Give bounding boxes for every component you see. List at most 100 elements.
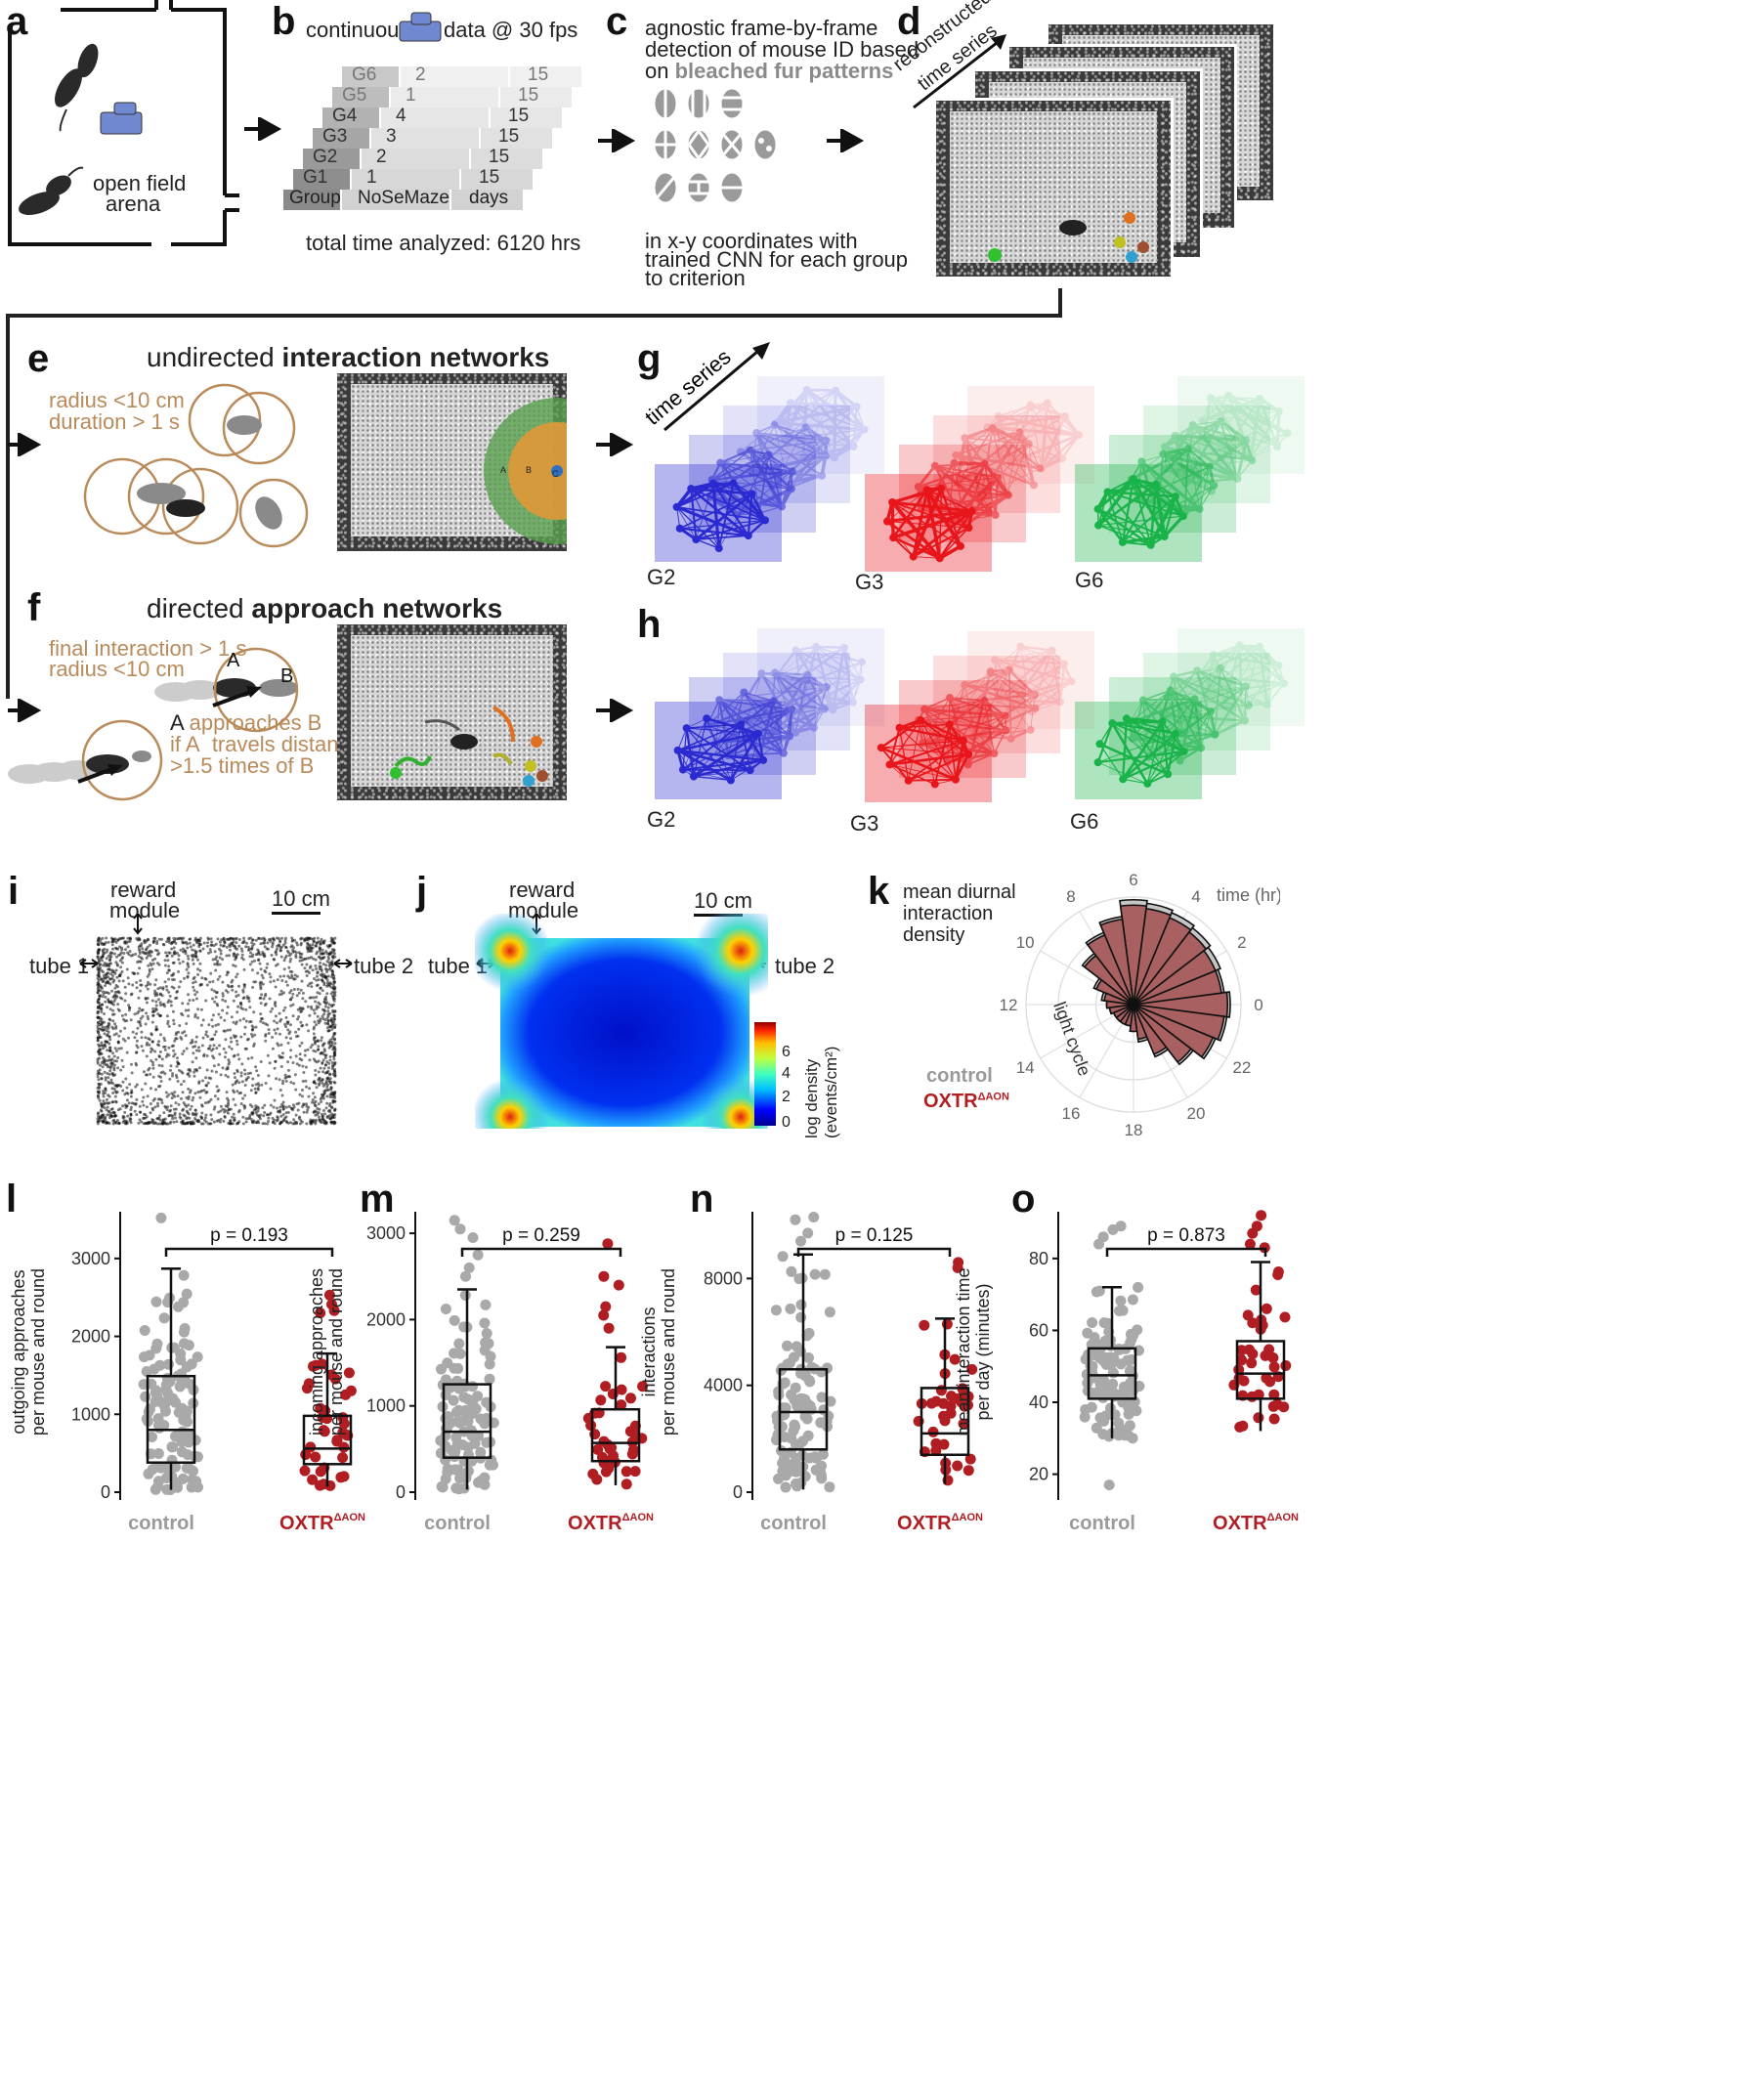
zone-label-b: B — [526, 465, 532, 475]
interaction-point — [113, 1114, 117, 1118]
interaction-point — [333, 1009, 337, 1013]
interaction-point — [272, 1105, 276, 1109]
data-point — [178, 1326, 190, 1338]
data-point — [824, 1481, 835, 1493]
interaction-point — [101, 995, 105, 999]
interaction-point — [286, 974, 290, 978]
data-point — [178, 1414, 190, 1426]
network-edge — [794, 707, 826, 734]
y-tick-label: 0 — [396, 1482, 406, 1502]
interaction-point — [264, 1082, 268, 1085]
interaction-point — [191, 948, 194, 952]
interaction-point — [220, 938, 224, 942]
group-id: G1 — [303, 167, 328, 188]
network-edge — [1210, 396, 1289, 435]
interaction-point — [202, 1089, 206, 1093]
network-edge — [691, 487, 752, 495]
interaction-point — [320, 1039, 323, 1043]
interaction-point — [242, 1106, 246, 1110]
interaction-point — [114, 1032, 118, 1036]
network-edge — [775, 421, 865, 432]
network-edge — [1018, 431, 1036, 486]
interaction-point — [300, 1120, 304, 1124]
interaction-point — [179, 948, 183, 952]
interaction-point — [243, 983, 247, 987]
network-edge — [802, 390, 836, 458]
interaction-point — [301, 1080, 305, 1083]
interaction-point — [156, 998, 160, 1002]
interaction-point — [219, 952, 223, 956]
interaction-point — [156, 1117, 160, 1120]
interaction-point — [107, 1021, 110, 1025]
interaction-point — [226, 990, 230, 994]
interaction-point — [104, 1040, 107, 1044]
data-point — [786, 1389, 797, 1400]
interaction-point — [250, 960, 254, 964]
interaction-point — [333, 1025, 337, 1029]
network-edge — [987, 426, 1063, 460]
interaction-point — [312, 1057, 316, 1061]
network-edge — [1244, 440, 1254, 461]
interaction-point — [154, 978, 158, 982]
interaction-point — [193, 1112, 196, 1116]
interaction-point — [211, 1013, 215, 1017]
interaction-point — [116, 1119, 119, 1122]
interaction-point — [206, 941, 210, 945]
network-node — [1006, 734, 1015, 743]
panel-label-m: m — [360, 1178, 395, 1221]
interaction-point — [102, 973, 106, 977]
c-bottom2: trained CNN for each group — [645, 247, 909, 272]
interaction-point — [174, 941, 178, 945]
network-node — [689, 772, 698, 781]
network-edge — [693, 732, 759, 778]
data-point — [174, 1381, 186, 1393]
network-node — [930, 461, 939, 470]
data-point — [181, 1288, 193, 1300]
network-node — [877, 744, 885, 752]
network-edge — [1107, 491, 1176, 498]
interaction-point — [319, 1066, 322, 1070]
interaction-point — [308, 971, 311, 974]
hour-tick-label: 10 — [1016, 933, 1035, 952]
network-node — [1179, 747, 1188, 755]
interaction-point — [137, 948, 141, 951]
interaction-point — [258, 953, 262, 957]
interaction-point — [330, 1061, 334, 1064]
interaction-point — [324, 1106, 328, 1110]
data-point — [804, 1400, 816, 1412]
interaction-point — [330, 975, 333, 979]
interaction-point — [311, 968, 315, 972]
data-point — [1279, 1311, 1291, 1323]
network-edge — [1142, 699, 1202, 750]
interaction-point — [234, 1103, 237, 1107]
interaction-point — [108, 1047, 112, 1050]
interaction-point — [299, 988, 303, 992]
panel-label-b: b — [272, 0, 296, 43]
days-count: 15 — [518, 85, 539, 106]
interaction-point — [239, 1091, 243, 1094]
interaction-point — [105, 981, 107, 985]
interaction-point — [102, 990, 105, 994]
interaction-point — [196, 1016, 199, 1020]
interaction-point — [97, 1091, 101, 1094]
interaction-point — [204, 1076, 208, 1080]
interaction-point — [254, 938, 258, 942]
interaction-point — [97, 951, 100, 955]
interaction-point — [232, 1054, 235, 1058]
interaction-point — [225, 973, 229, 977]
interaction-point — [279, 1065, 283, 1068]
interaction-point — [191, 1060, 194, 1064]
interaction-point — [107, 967, 110, 971]
network-edge — [776, 646, 817, 676]
interaction-point — [131, 983, 135, 987]
arrow-right-icon — [8, 699, 41, 722]
hour-tick-label: 22 — [1232, 1058, 1251, 1077]
network-edge — [1028, 444, 1041, 469]
interaction-point — [118, 953, 122, 957]
data-point — [1115, 1295, 1127, 1307]
interaction-point — [313, 1095, 317, 1099]
y-tick-label: 4000 — [704, 1376, 743, 1395]
interaction-point — [119, 965, 123, 969]
interaction-point — [181, 1091, 185, 1094]
